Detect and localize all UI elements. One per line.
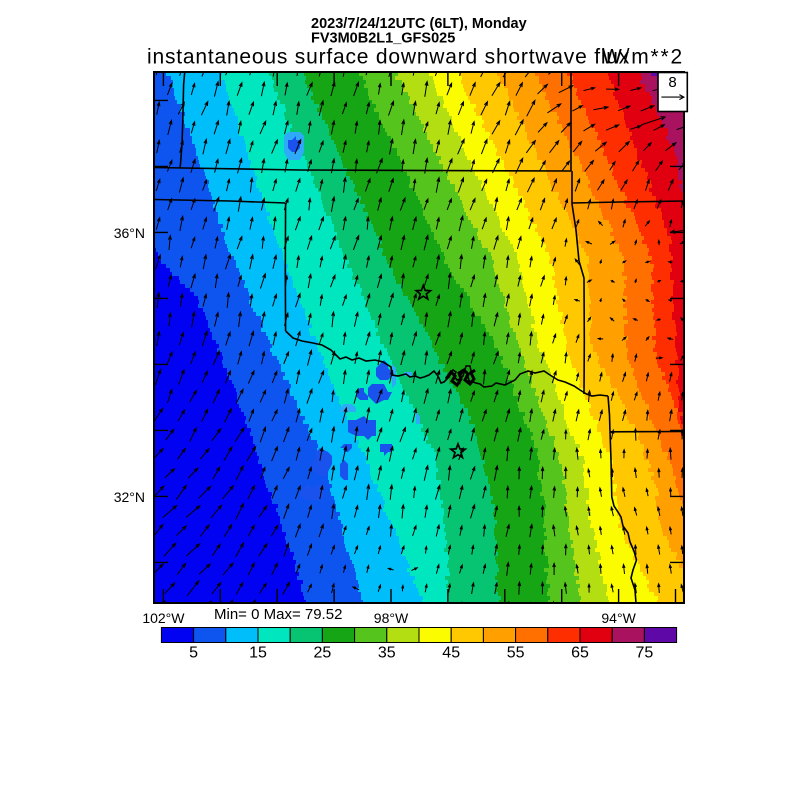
svg-text:55: 55 [507, 645, 525, 662]
svg-text:98°W: 98°W [374, 610, 409, 626]
svg-text:36°N: 36°N [114, 225, 145, 241]
svg-text:32°N: 32°N [114, 489, 145, 505]
svg-text:15: 15 [249, 645, 267, 662]
svg-text:instantaneous surface downward: instantaneous surface downward shortwave… [147, 46, 630, 69]
svg-text:W/m**2: W/m**2 [602, 46, 684, 69]
svg-text:94°W: 94°W [601, 610, 636, 626]
svg-text:35: 35 [378, 645, 396, 662]
svg-text:75: 75 [636, 645, 654, 662]
svg-text:2023/7/24/12UTC (6LT), Monday: 2023/7/24/12UTC (6LT), Monday [311, 16, 527, 32]
svg-text:5: 5 [189, 645, 198, 662]
svg-text:8: 8 [668, 74, 676, 91]
svg-text:45: 45 [442, 645, 460, 662]
svg-text:65: 65 [571, 645, 589, 662]
svg-text:25: 25 [314, 645, 332, 662]
svg-text:FV3M0B2L1_GFS025: FV3M0B2L1_GFS025 [311, 31, 455, 47]
svg-text:102°W: 102°W [142, 610, 185, 626]
svg-text:Min= 0 Max= 79.52: Min= 0 Max= 79.52 [214, 606, 342, 623]
